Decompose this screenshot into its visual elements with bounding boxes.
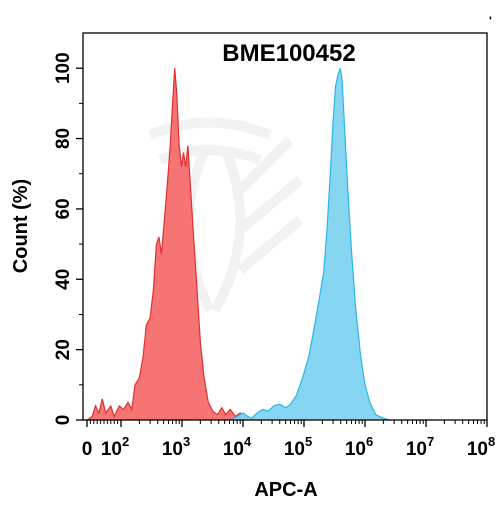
x-tick-label-1000: 103 — [162, 434, 190, 460]
x-tick-label-100: 102 — [101, 434, 129, 460]
corner-mark: ' — [489, 14, 492, 28]
x-tick-exponent: 8 — [488, 434, 495, 449]
x-axis-label: APC-A — [254, 479, 317, 501]
x-tick-label-10000000: 107 — [406, 434, 434, 460]
plot-frame — [82, 32, 488, 421]
x-tick-label-100000000: 108 — [467, 434, 495, 460]
x-tick-label-0: 0 — [82, 439, 93, 460]
chart-title: BME100452 — [222, 40, 355, 67]
series-2-line — [229, 68, 390, 421]
x-tick-exponent: 4 — [244, 434, 252, 449]
y-tick-label-100: 100 — [53, 52, 74, 84]
y-axis-label: Count (%) — [10, 179, 32, 273]
y-tick-label-40: 40 — [53, 269, 74, 290]
x-tick-label-10000: 104 — [223, 434, 252, 460]
y-axis: 0 20 40 60 80 100 — [53, 52, 83, 425]
series-2-area — [229, 68, 390, 420]
x-axis: 0 102 103 104 105 106 107 108 — [82, 420, 495, 460]
x-tick-label-1000000: 106 — [345, 434, 373, 460]
y-tick-label-20: 20 — [53, 339, 74, 360]
x-tick-label-100000: 105 — [284, 434, 312, 460]
x-tick-exponent: 6 — [366, 434, 373, 449]
x-tick-exponent: 3 — [183, 434, 190, 449]
series-1-line — [86, 68, 251, 421]
y-tick-label-80: 80 — [53, 128, 74, 149]
series-layer — [86, 68, 390, 421]
series-1-area — [87, 68, 250, 420]
y-tick-label-0: 0 — [53, 415, 74, 426]
x-tick-exponent: 5 — [305, 434, 312, 449]
x-tick-exponent: 7 — [427, 434, 434, 449]
y-tick-label-60: 60 — [53, 198, 74, 219]
x-tick-exponent: 2 — [122, 434, 129, 449]
